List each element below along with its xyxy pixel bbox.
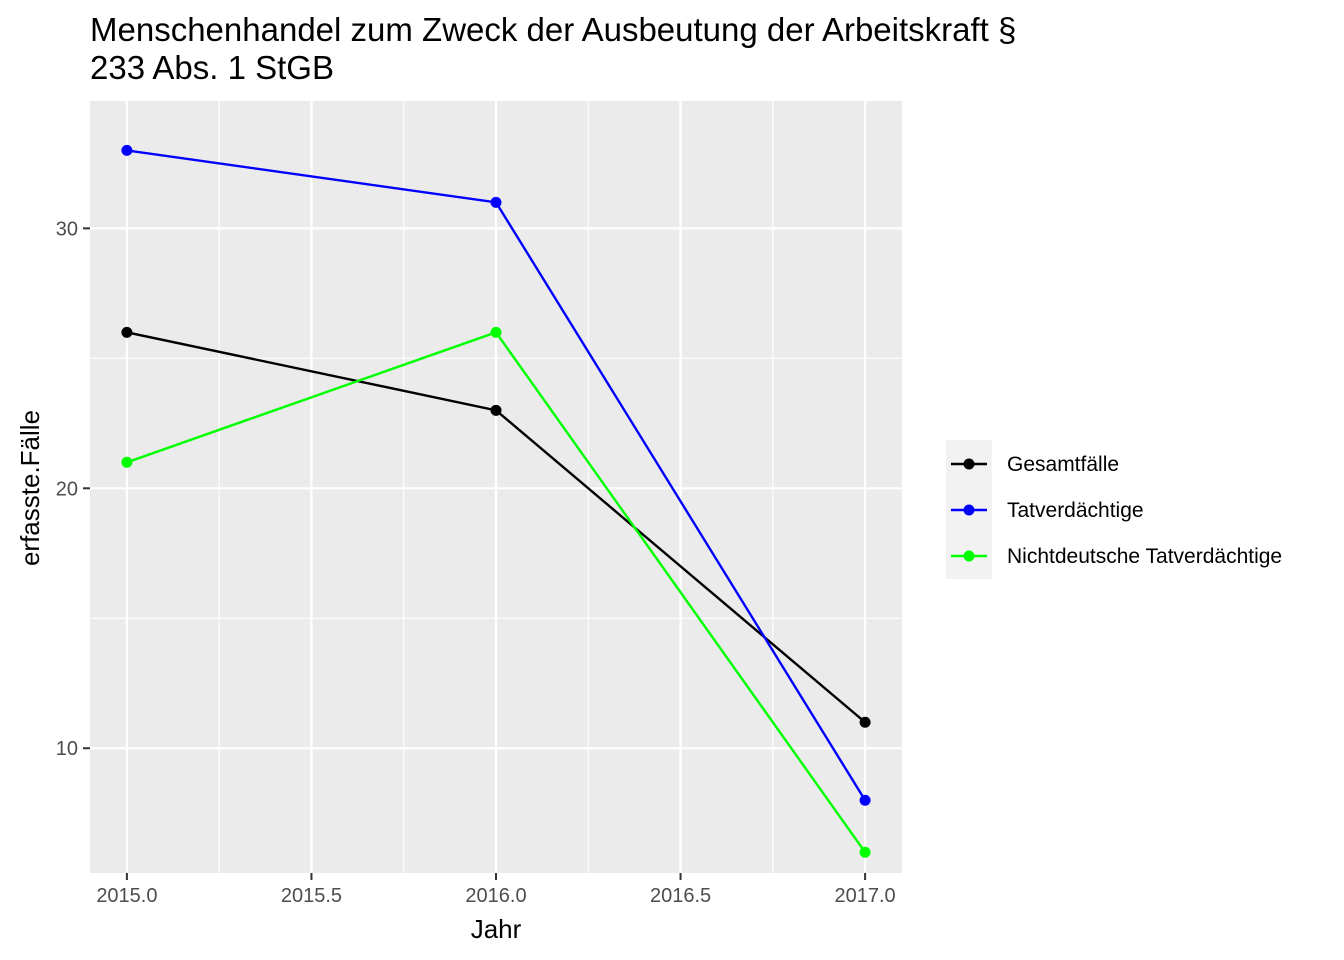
x-tick-label: 2016.0	[465, 885, 526, 907]
data-point	[121, 456, 133, 468]
series-layer	[121, 144, 871, 858]
legend-entry-label: Tatverdächtige	[1007, 499, 1144, 522]
x-axis-label: Jahr	[471, 914, 522, 944]
chart-title-line-2: 233 Abs. 1 StGB	[90, 49, 334, 86]
legend-key-point	[963, 550, 975, 562]
data-point	[859, 846, 871, 858]
data-point	[859, 716, 871, 728]
axis-ticks: 2015.0 2015.5 2016.0 2016.5 2017.0 10 20 30	[56, 218, 896, 907]
legend-key-point	[963, 458, 975, 470]
x-tick-label: 2015.0	[96, 885, 157, 907]
major-gridlines	[90, 101, 902, 873]
x-tick-label: 2016.5	[650, 885, 711, 907]
data-point	[490, 326, 502, 338]
legend-key-point	[963, 504, 975, 516]
data-point	[121, 326, 133, 338]
y-tick-label: 20	[56, 478, 78, 500]
x-tick-label: 2015.5	[281, 885, 342, 907]
data-point	[490, 404, 502, 416]
y-axis-label: erfasste.Fälle	[15, 410, 45, 566]
y-tick-label: 10	[56, 738, 78, 760]
data-point	[859, 794, 871, 806]
chart-title-line-1: Menschenhandel zum Zweck der Ausbeutung …	[90, 11, 1016, 48]
legend-entry-label: Nichtdeutsche Tatverdächtige	[1007, 545, 1282, 568]
y-tick-label: 30	[56, 218, 78, 240]
data-point	[490, 196, 502, 208]
x-tick-label: 2017.0	[835, 885, 896, 907]
legend-entry-label: Gesamtfälle	[1007, 453, 1119, 476]
legend: Gesamtfälle Tatverdächtige Nichtdeutsche T…	[946, 440, 1282, 579]
data-point	[121, 144, 133, 156]
